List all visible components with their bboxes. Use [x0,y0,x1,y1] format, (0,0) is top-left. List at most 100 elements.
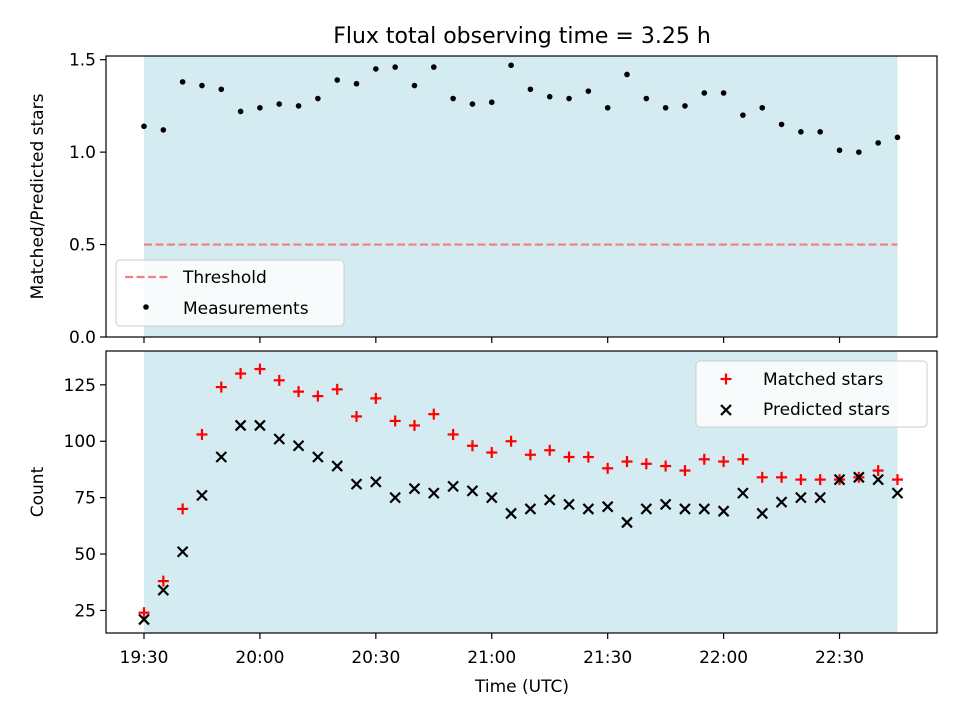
matched-point [621,456,633,468]
top-panel: 0.0 0.5 1.0 1.5 Matched/Predicted stars Thres… [28,51,938,348]
predicted-point [621,516,633,529]
predicted-point [138,613,150,626]
predicted-point-b [138,613,150,626]
measurement-point [141,123,147,130]
measurement-point [431,64,437,70]
matched-point [215,381,227,393]
predicted-point [795,491,807,504]
predicted-point [524,503,537,515]
matched-point [660,460,672,472]
matched-point [486,447,498,459]
matched-point [737,453,749,465]
predicted-point [659,498,672,511]
measurement-point [624,71,630,78]
y-tick-label-bottom: 100 [64,432,96,452]
matched-point [138,607,150,619]
predicted-point-b [524,503,537,515]
measurement-point [276,101,283,107]
axes-frame-top [105,55,938,338]
predicted-point [601,500,614,513]
measurement-point [817,128,823,135]
predicted-point [196,489,208,502]
measurement-point [836,147,843,154]
measurement-point [160,127,167,133]
predicted-point-b [717,505,730,517]
measurement-point [894,134,901,141]
legend-bottom-box [695,360,928,428]
predicted-point [717,505,730,517]
predicted-point-b [215,451,228,463]
legend-matched-swatch [720,373,732,385]
predicted-point-b [872,473,884,486]
predicted-point-b [640,503,653,515]
predicted-point [872,473,884,486]
measurement-point [720,90,727,96]
measurement-point [778,121,785,128]
measurement-point [218,86,225,93]
matched-point [235,368,247,380]
y-tick-label-bottom: 75 [74,489,96,509]
bottom-panel: 25 50 75 100 125 19:30 20:00 20:30 21:00 21:30 22:… [28,350,938,668]
predicted-point-b [312,451,324,463]
measurement-point [856,149,862,155]
matched-point [795,474,807,486]
measurement-point [199,82,205,89]
axes-frame-bottom [105,350,938,634]
predicted-point-b [563,498,575,511]
predicted-point-b [485,491,498,504]
matched-point [331,383,343,395]
measurement-point [392,64,398,70]
measurement-point [334,77,341,83]
legend-predicted-label: Predicted stars [763,400,890,420]
measurement-point [546,93,553,100]
legend-measurements-label: Measurements [183,299,309,319]
matched-point [582,451,594,463]
legend-top: Threshold Measurements [115,259,345,327]
predicted-point [640,503,653,515]
matched-point [293,386,305,398]
matched-point [698,453,710,465]
matched-point [466,440,478,452]
predicted-point [389,491,401,504]
matched-point [447,428,459,440]
predicted-point-b [698,503,711,515]
matched-point [505,435,517,447]
predicted-point [292,439,305,452]
matched-point [254,363,266,375]
legend-measurements-swatch [143,304,149,310]
predicted-point-b [350,478,363,490]
legend-matched-label: Matched stars [763,370,883,390]
matched-point [351,410,363,422]
y-tick-label-bottom: 50 [74,545,96,565]
predicted-point [273,433,286,445]
matched-point [756,471,768,483]
x-tick-label: 20:30 [351,648,400,668]
measurement-point [488,99,495,106]
matched-point [312,390,324,402]
predicted-point-b [408,482,421,495]
predicted-point-b [543,494,556,506]
predicted-stars-series [138,419,904,626]
matched-point [157,575,169,587]
matched-point [544,444,556,456]
measurement-point [662,104,669,111]
predicted-point-b [621,516,633,529]
legend-threshold-label: Threshold [182,268,267,288]
matched-point [891,474,903,486]
predicted-point [157,584,170,596]
predicted-point-b [466,485,479,497]
predicted-point-b [254,419,266,432]
y-tick-label-bottom: 125 [64,376,96,396]
measurement-point [315,95,321,102]
matched-point [679,465,691,477]
measurement-point [740,112,746,118]
predicted-point-b [196,489,208,502]
predicted-point-b [833,473,846,486]
measurement-point [508,62,514,69]
matched-point [872,465,884,477]
y-tick-label-top: 0.0 [69,328,96,348]
predicted-point [698,503,711,515]
predicted-point [563,498,575,511]
predicted-point-b [157,584,170,596]
measurement-point [373,66,379,72]
